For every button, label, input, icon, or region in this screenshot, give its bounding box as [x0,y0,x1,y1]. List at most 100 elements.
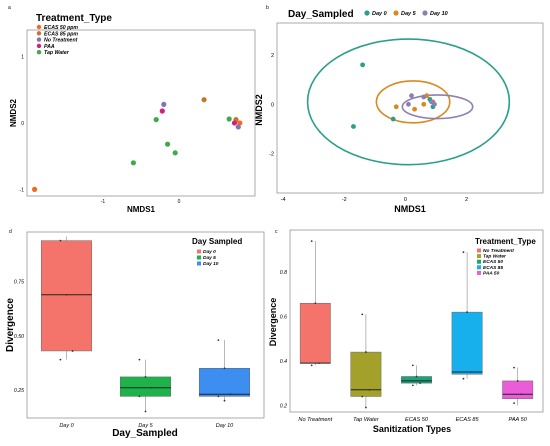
panel-b-ellipse-day-5 [375,80,451,124]
panel-a-point-tap-water [165,141,171,147]
x-tick-ecas-85: ECAS 85 [456,417,480,423]
panel-b-x-tick: 0 [404,197,407,203]
box-point-tap-water [361,313,364,316]
x-tick-tap-water: Tap Water [353,417,380,423]
panel-b-legend-swatch-day-5 [393,10,399,16]
panel-a-point-tap-water [172,150,178,156]
box-point-day-0 [59,239,62,242]
box-point-day-10 [223,367,226,370]
box-point-day-0 [65,293,68,296]
legend-label-day-5: Day 5 [203,255,216,261]
panel-c-box-sanitization: c No Treatment Tap Water ECAS 50 ECAS 85 PAA… [268,229,544,434]
panel-a-point-ecas-85-ppm [201,97,207,103]
box-point-day-0 [59,358,62,361]
panel-b-point-day-0 [351,124,356,129]
x-tick-day-0: Day 0 [59,423,74,429]
y-tick: 0.2 [280,403,287,409]
panel-b-point-day-10 [406,101,411,107]
box-point-paa-50 [520,393,523,396]
panel-b-point-day-10 [432,101,437,107]
panel-b-legend-label-day-10: Day 10 [430,11,448,17]
panel-b-legend-label-day-0: Day 0 [372,11,387,17]
box-point-day-10 [229,393,232,396]
legend-swatch-ecas-85 [477,265,481,270]
panel-a-point-paa [159,108,165,114]
box-point-no-treatment [318,362,320,365]
panel-a-legend-label-tap-water: Tap Water [44,50,70,56]
panel-a-y-axis-label: NMDS2 [9,98,18,127]
box-point-no-treatment [310,240,313,242]
panel-b-nmds-day: b -4 -2 0 2 2 0 -2 NMDS1 NMDS2 Day_Sampled Day… [254,5,544,214]
legend-label-no-treatment: No Treatment [483,248,514,254]
box-point-day-5 [144,376,147,378]
box-day-0 [40,240,93,352]
panel-b-point-day-0 [390,116,396,122]
box-point-ecas-85 [466,311,468,314]
box-point-ecas-85 [462,251,465,254]
panel-d-y-axis-label: Divergence [5,298,16,352]
panel-c-y-axis-label: Divergence [268,298,278,347]
box-point-day-5 [138,358,141,361]
panel-a-nmds-treatment: a -1 0 1 0 -1 NMDS1 NMDS2 Treatment_Type ECA… [8,5,256,214]
legend-swatch-day-0 [197,249,201,254]
panel-b-point-day-5 [412,106,417,112]
box-point-paa-50 [513,402,515,405]
panel-a-plot-area [26,29,256,197]
box-point-ecas-50 [411,364,414,367]
box-point-ecas-85 [469,371,472,373]
panel-label-c: c [275,229,278,235]
panel-label-b: b [266,5,269,11]
panel-d-legend-title: Day Sampled [192,237,242,246]
panel-b-point-day-5 [393,104,399,110]
x-tick-no-treatment: No Treatment [298,417,332,423]
box-point-tap-water [365,351,367,353]
panel-a-x-axis-label: NMDS1 [127,205,156,214]
panel-a-legend-label-ecas-50-ppm: ECAS 50 ppm [44,25,78,31]
panel-b-point-day-10 [421,94,427,100]
legend-swatch-paa-50 [477,270,481,275]
box-point-tap-water [361,395,364,398]
box-point-day-0 [71,350,74,352]
x-tick-day-5: Day 5 [138,423,153,429]
panel-b-legend-label-day-5: Day 5 [401,11,417,17]
panel-d-box-day: d Day 0 Day 5 Day 100.750.500.25 Day_Sampl… [5,229,265,439]
x-tick-day-10: Day 10 [216,423,234,429]
panel-a-point-tap-water [153,117,159,123]
box-point-tap-water [365,406,367,409]
y-tick: 0.8 [280,270,287,276]
panel-a-legend-label-paa: PAA [44,44,55,50]
panel-b-legend: Day_Sampled Day 0 Day 5 Day 10 [288,9,448,20]
panel-b-plot-area [276,22,544,194]
box-point-day-5 [138,395,141,398]
panel-c-legend-title: Treatment_Type [475,237,536,246]
box-point-no-treatment [314,302,317,305]
box-point-ecas-50 [419,382,422,385]
panel-a-point-no-treatment [161,101,167,107]
box-point-paa-50 [516,380,519,382]
legend-swatch-day-10 [197,261,201,266]
y-tick: 0.50 [14,334,24,340]
panel-c-x-axis-label: Sanitization Types [373,424,451,434]
panel-b-x-tick: -4 [281,197,286,203]
panel-a-legend-swatch-ecas-50-ppm [36,24,42,30]
panel-b-x-axis-label: NMDS1 [394,204,426,214]
box-point-day-5 [144,410,147,413]
box-day-10 [198,368,251,397]
panel-a-legend-label-ecas-85-ppm: ECAS 85 ppm [44,31,78,37]
panel-d-x-axis-label: Day_Sampled [112,428,178,439]
legend-label-ecas-85: ECAS 85 [483,265,503,271]
box-point-ecas-50 [411,384,414,387]
panel-c-plot-area [289,229,544,413]
box-paa-50 [502,380,534,399]
panel-b-y-tick: 2 [271,53,274,59]
box-point-no-treatment [310,364,313,367]
panel-a-legend-swatch-paa [36,43,42,49]
panel-a-x-tick: 0 [178,199,181,205]
box-day-5 [119,376,172,397]
panel-a-legend-swatch-no-treatment [36,37,42,42]
panel-a-point-paa [231,120,238,126]
x-tick-paa-50: PAA 50 [509,417,528,423]
panel-b-point-day-0 [360,62,366,68]
panel-a-point-ecas-50-ppm [31,186,38,192]
